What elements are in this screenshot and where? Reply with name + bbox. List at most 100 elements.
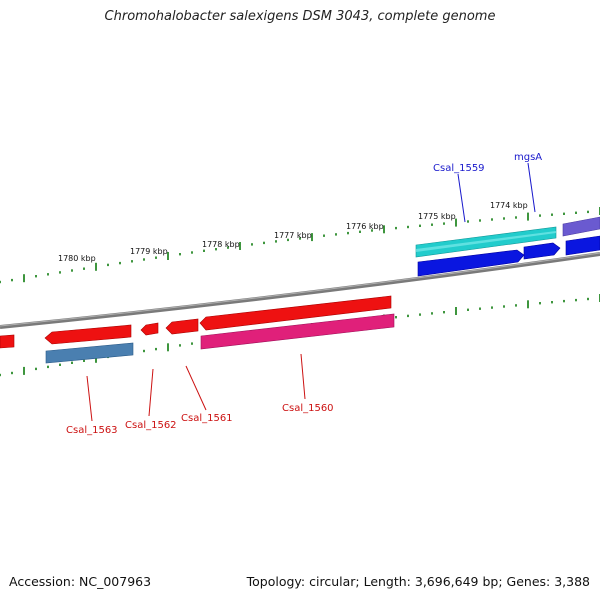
upper-scale-major-tick [23,274,25,283]
gene-label-mgsA[interactable]: mgsA [514,152,542,163]
lower-scale-minor-tick [47,365,49,369]
lower-scale-minor-tick [395,316,397,319]
lower-scale-minor-tick [575,298,577,302]
lower-scale-minor-tick [587,297,589,301]
upper-scale-minor-tick [491,218,493,221]
gene-left-edge[interactable] [0,334,15,349]
upper-scale-minor-tick [359,230,361,233]
upper-scale-minor-tick [323,234,325,237]
upper-scale-minor-tick [203,249,205,252]
upper-scale-minor-tick [395,226,397,230]
lower-scale-minor-tick [35,367,37,371]
upper-scale-minor-tick [59,271,61,274]
upper-scale-minor-tick [335,233,337,236]
lower-scale-major-tick [455,307,457,315]
lower-scale-minor-tick [491,306,493,309]
upper-scale-minor-tick [407,225,409,229]
upper-scale-minor-tick [143,258,145,261]
upper-scale-minor-tick [587,210,589,214]
upper-scale-minor-tick [443,222,445,225]
upper-scale-minor-tick [347,231,349,235]
scale-track-upper [0,207,600,284]
lower-scale-minor-tick [539,302,541,305]
gene-csal-1560-cds[interactable] [199,295,392,331]
gene-csal-1560[interactable] [200,313,395,350]
scale-label-1779: 1779 kbp [130,247,168,256]
gene-forward-blue-2[interactable] [565,235,600,256]
lower-scale-major-tick [23,366,25,375]
leader-csal-1561 [185,365,207,411]
upper-scale-minor-tick [215,248,217,251]
gene-mgsA[interactable] [523,242,561,260]
scale-label-1778: 1778 kbp [202,240,240,249]
upper-scale-minor-tick [263,241,265,245]
upper-scale-minor-tick [71,269,73,272]
gene-csal-1559-shadow [416,231,556,252]
lower-scale-minor-tick [59,363,61,366]
lower-scale-major-tick [95,354,97,363]
leader-csal-1563 [86,375,93,422]
lower-scale-minor-tick [419,313,421,316]
gene-csal-1562[interactable] [140,322,159,336]
lower-scale-minor-tick [563,299,565,303]
lower-scale-minor-tick [551,301,553,304]
upper-scale-minor-tick [155,256,157,259]
upper-scale-minor-tick [287,238,289,242]
upper-scale-minor-tick [467,220,469,223]
leader-csal-1562 [148,368,154,417]
upper-scale-minor-tick [275,240,277,243]
upper-scale-minor-tick [83,267,85,270]
upper-scale-minor-tick [131,260,133,263]
upper-scale-major-tick [455,218,457,227]
gene-label-csal-1563[interactable]: Csal_1563 [66,425,118,436]
lower-scale-minor-tick [515,304,517,307]
upper-scale-minor-tick [47,273,49,276]
genome-backbone [0,252,600,329]
lower-scale-minor-tick [431,312,433,315]
genome-summary-text: Topology: circular; Length: 3,696,649 bp… [246,574,590,589]
upper-scale-minor-tick [371,229,373,232]
lower-scale-minor-tick [179,344,181,347]
lower-scale-minor-tick [11,371,13,375]
upper-scale-major-tick [167,252,169,260]
upper-scale-minor-tick [227,246,229,249]
gene-forward-purple[interactable] [562,216,600,237]
gene-forward-blue-1[interactable] [417,249,525,277]
gene-csal-1563-partner[interactable] [45,342,134,364]
lower-scale-minor-tick [71,361,73,364]
gene-label-csal-1562[interactable]: Csal_1562 [125,420,177,431]
scale-label-1776: 1776 kbp [346,222,384,231]
upper-scale-minor-tick [539,214,541,217]
genome-backbone-highlight [0,252,600,327]
lower-scale-minor-tick [467,308,469,311]
scale-label-1777: 1777 kbp [274,231,312,240]
upper-scale-major-tick [311,233,313,242]
lower-scale-minor-tick [83,359,85,362]
gene-csal-1561[interactable] [165,318,199,335]
scale-label-1780: 1780 kbp [58,254,96,263]
gene-label-csal-1561[interactable]: Csal_1561 [181,413,233,424]
upper-scale-minor-tick [107,263,109,267]
lower-scale-minor-tick [191,342,193,345]
lower-scale-minor-tick [503,305,505,308]
upper-scale-minor-tick [575,211,577,214]
lower-scale-major-tick [167,343,169,352]
upper-scale-minor-tick [179,253,181,256]
upper-scale-minor-tick [119,261,121,265]
upper-scale-minor-tick [35,275,37,278]
lower-scale-minor-tick [143,349,145,353]
gene-csal-1563[interactable] [44,324,132,345]
upper-scale-minor-tick [551,213,553,216]
upper-scale-major-tick [95,262,97,271]
leader-mgsA [527,162,536,213]
upper-scale-minor-tick [191,251,193,254]
upper-scale-minor-tick [251,243,253,246]
scale-label-1774: 1774 kbp [490,201,528,210]
gene-label-csal-1560[interactable]: Csal_1560 [282,403,334,414]
upper-scale-minor-tick [515,216,517,219]
gene-label-csal-1559[interactable]: Csal_1559 [433,163,485,174]
scale-label-1775: 1775 kbp [418,212,456,221]
map-title: Chromohalobacter salexigens DSM 3043, co… [104,9,496,24]
lower-scale-minor-tick [443,311,445,314]
